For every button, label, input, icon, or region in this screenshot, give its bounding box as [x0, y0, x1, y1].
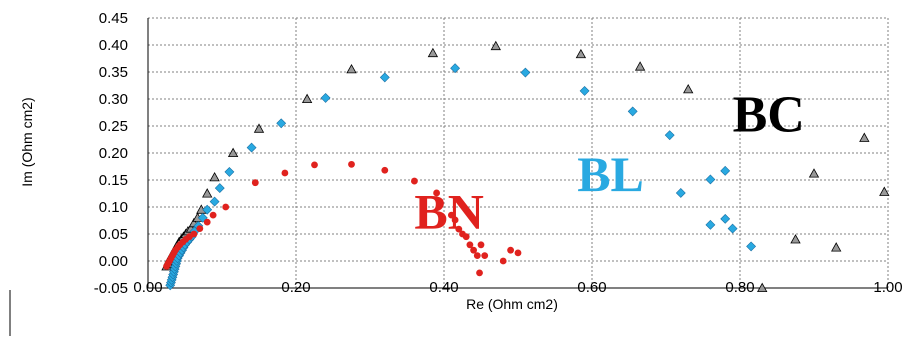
x-axis-label: Re (Ohm cm2) — [466, 296, 558, 312]
series-annotation-bn: BN — [414, 184, 483, 240]
point-bc — [255, 124, 264, 132]
y-tick-label: 0.40 — [99, 37, 128, 54]
point-bl — [247, 143, 256, 152]
point-bl — [215, 184, 224, 193]
y-tick-label: 0.30 — [99, 91, 128, 108]
point-bn — [252, 179, 259, 186]
point-bn — [515, 250, 522, 257]
point-bc — [791, 235, 800, 243]
point-bc — [860, 133, 869, 141]
point-bc — [576, 50, 585, 58]
point-bc — [684, 85, 693, 93]
y-tick-label: 0.35 — [99, 64, 128, 81]
point-bn — [481, 252, 488, 259]
point-bl — [721, 166, 730, 175]
y-tick-label: 0.05 — [99, 226, 128, 243]
point-bc — [491, 42, 500, 50]
point-bl — [676, 188, 685, 197]
point-bc — [636, 62, 645, 70]
point-bl — [210, 197, 219, 206]
y-tick-label: 0.10 — [99, 199, 128, 216]
point-bl — [706, 175, 715, 184]
y-axis-label: Im (Ohm cm2) — [19, 97, 35, 186]
series-annotation-bl: BL — [577, 146, 644, 202]
point-bn — [222, 204, 229, 211]
y-tick-label: 0.45 — [99, 10, 128, 27]
point-bl — [580, 86, 589, 95]
point-bc — [210, 173, 219, 181]
point-bl — [521, 68, 530, 77]
point-bl — [225, 167, 234, 176]
point-bc — [203, 189, 212, 197]
point-bl — [628, 107, 637, 116]
y-tick-label: 0.25 — [99, 118, 128, 135]
y-tick-label: -0.05 — [94, 280, 128, 297]
point-bn — [381, 167, 388, 174]
point-bn — [500, 258, 507, 265]
point-bn — [210, 212, 217, 219]
point-bn — [311, 161, 318, 168]
series-annotation-bc: BC — [733, 86, 805, 143]
point-bn — [282, 170, 289, 177]
point-bc — [303, 95, 312, 103]
labels-layer: BC BL BN — [414, 86, 804, 239]
point-bl — [380, 73, 389, 82]
point-bc — [347, 65, 356, 73]
point-bn — [476, 269, 483, 276]
point-bc — [428, 49, 437, 57]
point-bn — [204, 219, 211, 226]
point-bn — [474, 252, 481, 259]
point-bn — [190, 231, 197, 238]
point-bl — [665, 131, 674, 140]
point-bn — [478, 241, 485, 248]
point-bn — [348, 161, 355, 168]
point-bl — [721, 214, 730, 223]
point-bl — [747, 242, 756, 251]
point-bl — [728, 224, 737, 233]
point-bc — [880, 187, 889, 195]
y-tick-label: 0.15 — [99, 172, 128, 189]
point-bc — [832, 243, 841, 251]
point-bc — [810, 169, 819, 177]
y-tick-label: 0.20 — [99, 145, 128, 162]
point-bn — [196, 225, 203, 232]
point-bl — [451, 64, 460, 73]
points-layer — [162, 42, 889, 292]
point-bl — [706, 220, 715, 229]
point-bl — [321, 93, 330, 102]
y-tick-label: 0.00 — [99, 253, 128, 270]
grid-layer — [148, 18, 888, 288]
point-bn — [507, 247, 514, 254]
